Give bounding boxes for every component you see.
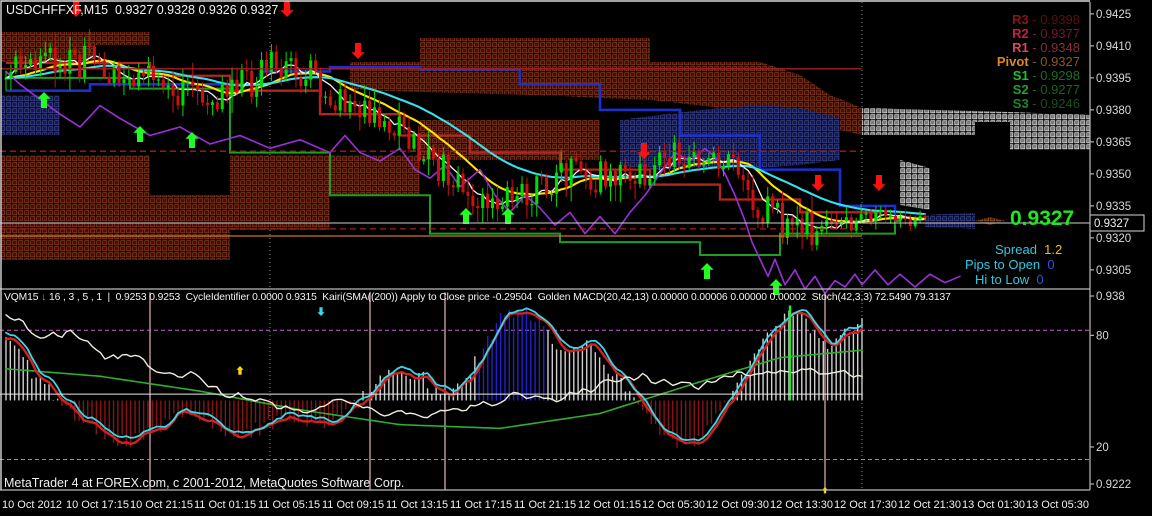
svg-text:0.9222: 0.9222 <box>1096 479 1131 491</box>
svg-text:80: 80 <box>1096 330 1109 342</box>
svg-text:20: 20 <box>1096 442 1109 454</box>
svg-text:0.938: 0.938 <box>1096 291 1125 303</box>
